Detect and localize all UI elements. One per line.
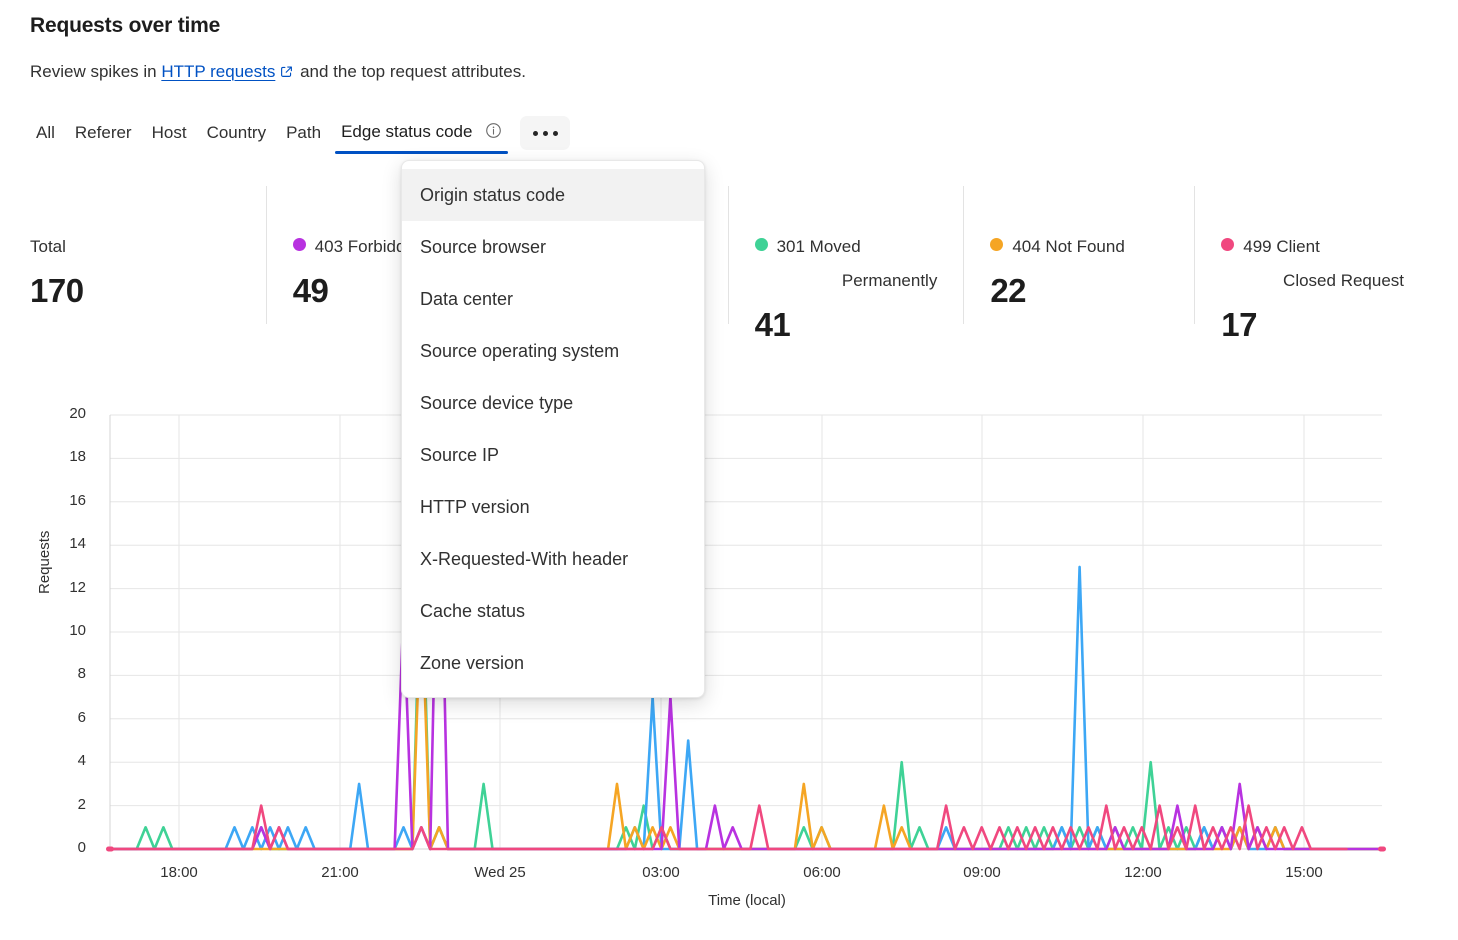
stat-card: 404 Not Found 22 [963,186,1194,324]
attribute-dropdown-menu: Origin status code Source browser Data cen… [401,160,705,698]
menu-item[interactable]: Source IP [420,445,500,465]
y-tick-label: 12 [69,578,86,596]
stat-value: 17 [1221,306,1257,343]
stat-label-text: 403 Forbidden [314,237,425,256]
tab-label: Host [151,123,187,142]
tab-label: Edge status code [341,122,473,141]
tab-all[interactable]: All [26,119,65,153]
stat-value: 41 [754,306,791,343]
requests-over-time-chart [0,396,1458,926]
tab-path[interactable]: Path [276,119,331,153]
y-tick-label: 6 [77,708,86,726]
tab-label: Country [206,123,267,142]
tab-referer[interactable]: Referer [65,119,142,153]
menu-item[interactable]: Source operating system [420,341,620,361]
stat-card: Total 170 [30,186,266,324]
stat-label: 403 Forbidden [292,230,471,264]
x-tick-label: 12:00 [1124,864,1162,881]
menu-item[interactable]: Zone version [420,653,525,673]
menu-item[interactable]: Data center [420,289,514,309]
x-tick-label: 03:00 [642,864,680,881]
ellipsis-dot-icon [542,130,548,136]
series-color-dot-icon [1221,238,1235,251]
menu-item[interactable]: Cache status [420,601,526,621]
tab-label: Referer [74,123,132,142]
x-tick-label: 21:00 [321,864,359,881]
ellipsis-dot-icon [532,130,538,136]
tab-label: All [36,123,55,142]
chart-x-axis-label: Time (local) [708,892,786,909]
external-link-icon [280,63,293,83]
tab-host[interactable]: Host [142,119,197,153]
page-title: Requests over time [30,14,221,37]
menu-item[interactable]: Source browser [420,237,547,257]
stat-value: 170 [30,272,84,309]
y-tick-label: 16 [69,491,86,509]
y-tick-label: 20 [69,405,86,422]
stat-label: Total [30,230,240,264]
tab-label: Path [286,123,322,142]
stat-value: 49 [292,272,329,309]
series-color-dot-icon [990,238,1004,251]
chart-canvas[interactable] [0,396,1458,926]
series-color-dot-icon [754,238,768,251]
x-tick-label: Wed 25 [474,864,526,881]
stat-card: 403 Forbidden 49 [265,186,497,324]
menu-item[interactable]: Origin status code [402,169,704,221]
tab-country[interactable]: Country [197,119,277,153]
stat-label-text: 404 Not Found [1012,237,1125,256]
menu-item[interactable]: HTTP version [420,497,530,517]
x-tick-label: 18:00 [160,864,198,881]
y-tick-label: 10 [69,622,86,639]
menu-item[interactable]: Source device type [420,393,574,413]
x-tick-label: 09:00 [963,864,1001,881]
stat-label-text: 301 Moved [776,237,861,256]
page-subtitle: Review spikes in HTTP requests and the t… [30,62,526,83]
info-icon[interactable] [485,123,502,143]
attribute-tabs: All Referer Host Country Path Edge statu… [26,116,571,156]
stat-label-text: 499 Client [1243,237,1320,256]
http-requests-link[interactable]: HTTP requests [161,62,276,81]
y-tick-label: 2 [77,795,86,813]
stat-value: 22 [990,272,1027,309]
more-options-button[interactable] [520,116,571,150]
stat-label-line2: Closed Request [1283,271,1405,290]
stat-label: 499 Client [1221,230,1404,264]
stat-label-line2: Permanently [841,271,938,290]
stat-label: 404 Not Found [990,230,1168,264]
y-tick-label: 14 [69,535,86,553]
tab-edge-status-code[interactable]: Edge status code [331,118,512,154]
series-color-dot-icon [292,238,306,251]
y-tick-label: 4 [77,752,86,770]
stat-card: 301 Moved Permanently 41 [727,186,964,343]
stat-label-text: Total [30,237,66,256]
x-tick-label: 15:00 [1285,864,1323,881]
y-tick-label: 0 [77,839,86,856]
menu-item[interactable]: X-Requested-With header [420,549,629,569]
x-tick-label: 06:00 [803,864,841,881]
stat-card: 499 Client Closed Request 17 [1194,186,1430,343]
subtitle-suffix: and the top request attributes. [295,62,526,81]
y-tick-label: 8 [77,665,86,683]
subtitle-prefix: Review spikes in [30,62,162,81]
y-tick-label: 18 [69,448,86,466]
ellipsis-dot-icon [552,130,558,136]
stat-label: 301 Moved [754,230,938,264]
